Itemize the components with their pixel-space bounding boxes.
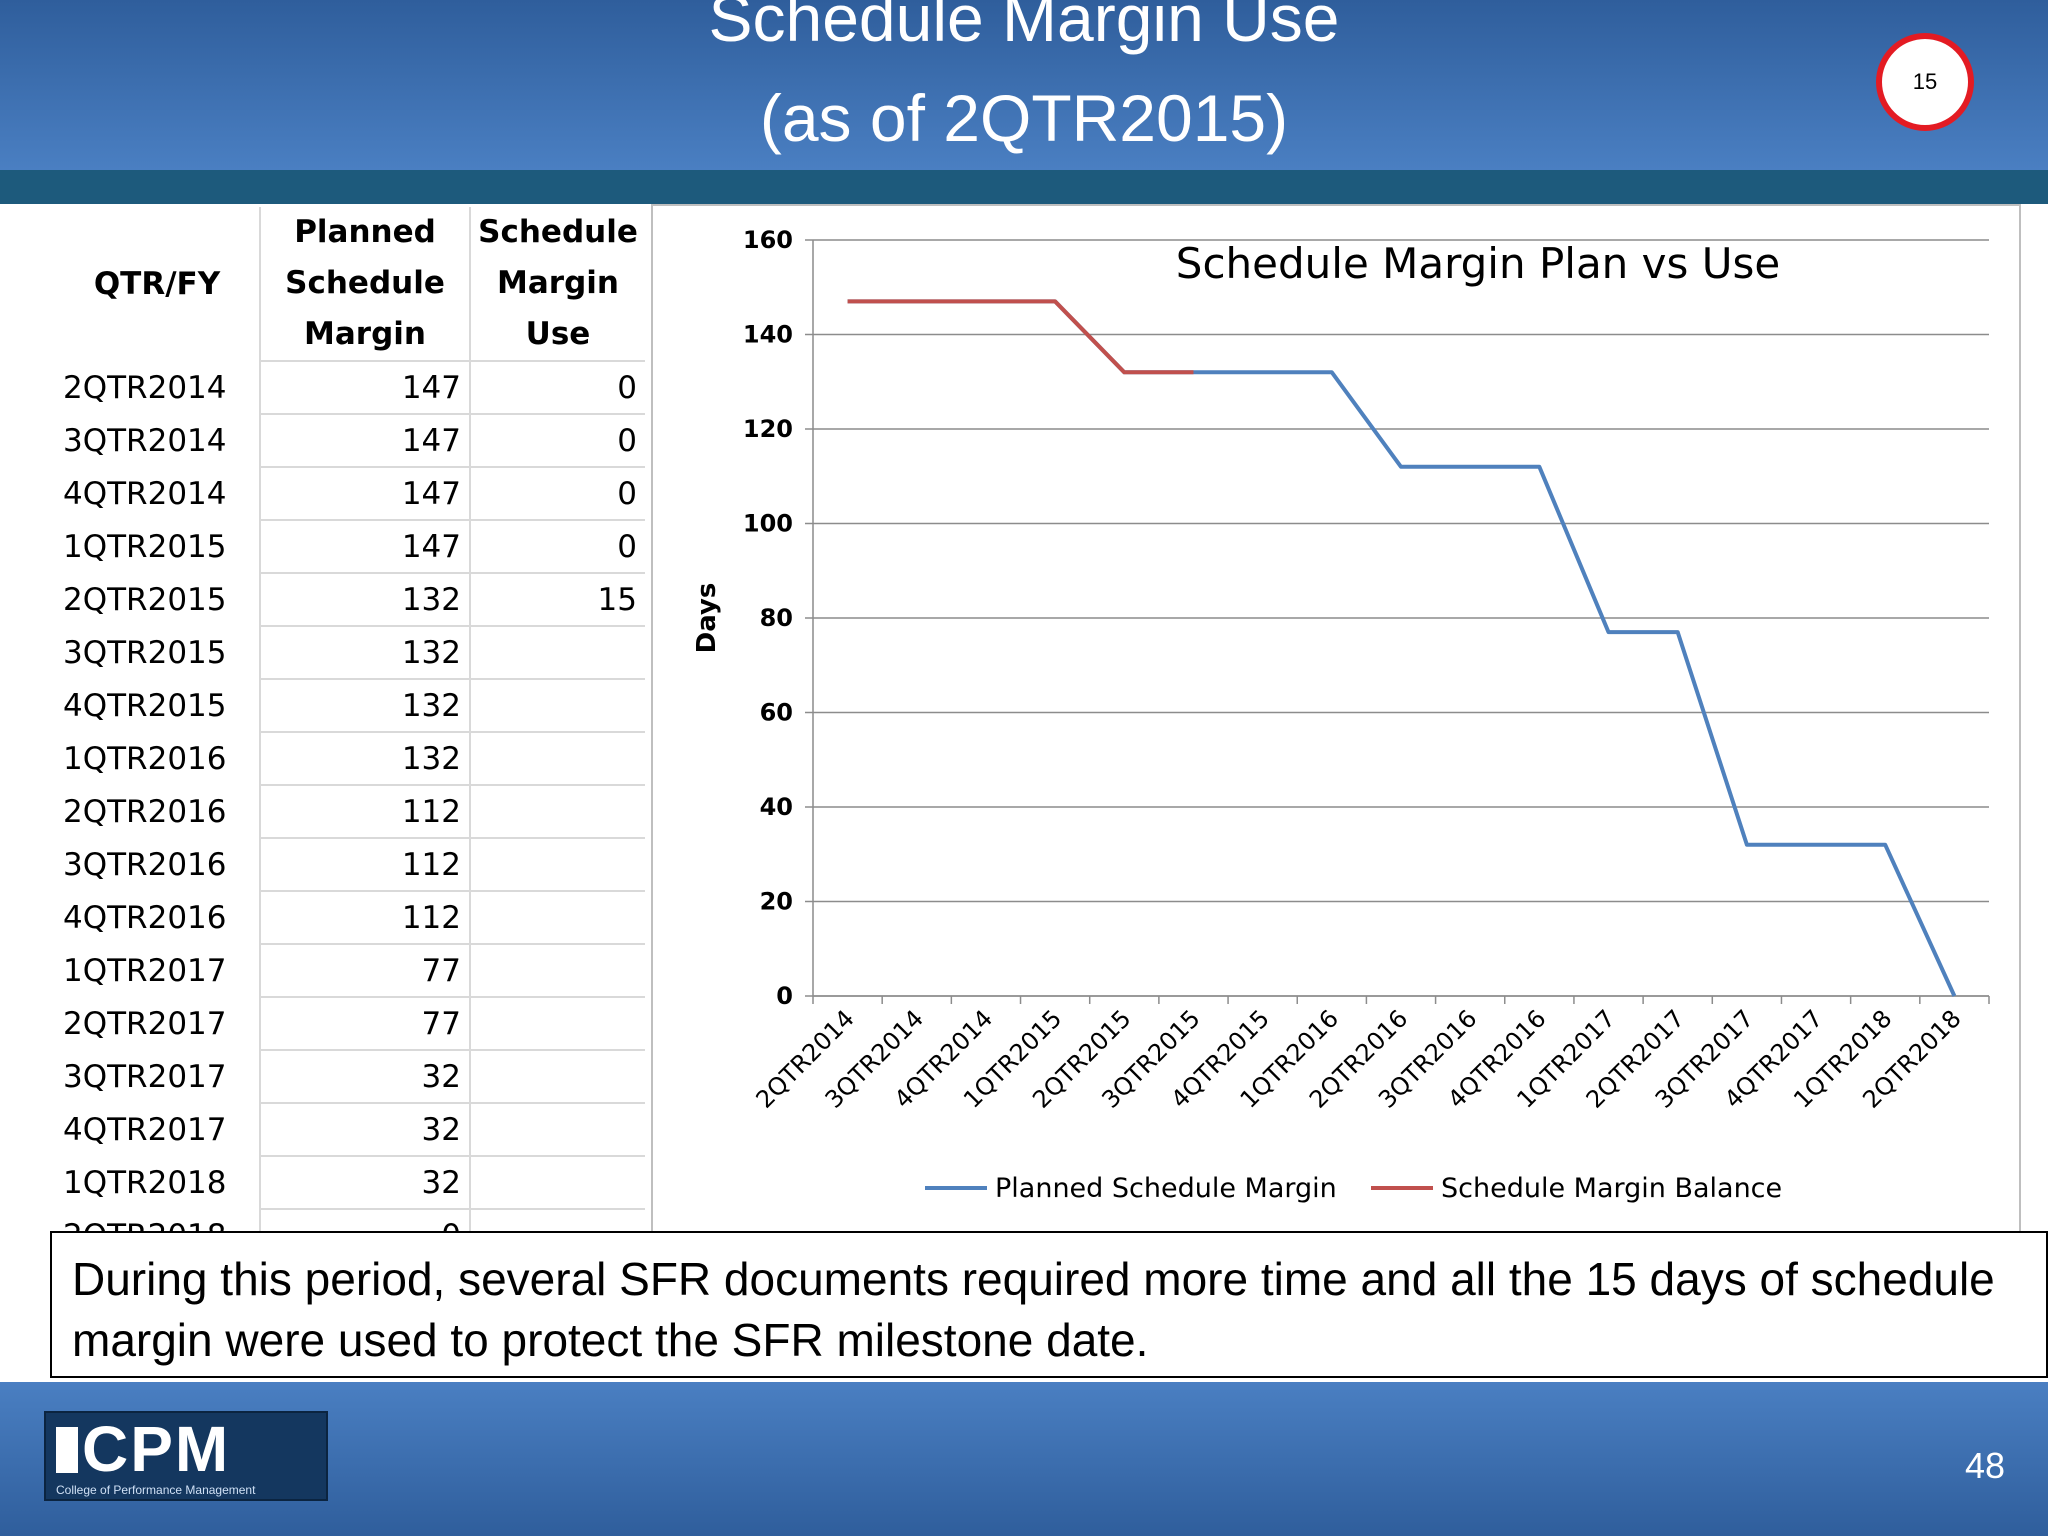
cell-planned: 77 (259, 944, 470, 998)
logo-subtitle: College of Performance Management (56, 1483, 256, 1497)
cell-use (469, 997, 645, 1051)
slide-header (0, 0, 2048, 170)
table-row: 2QTR2017 77 (55, 997, 645, 1051)
cell-qtr: 1QTR2018 (63, 1164, 227, 1201)
cell-use: 0 (469, 520, 645, 574)
logo-mark-icon (56, 1427, 78, 1473)
table-row: 4QTR2014 147 0 (55, 467, 645, 521)
header-qtr-fy: QTR/FY (93, 265, 221, 302)
cell-qtr: 2QTR2017 (63, 1005, 227, 1042)
cell-use (469, 785, 645, 839)
table-body: 2QTR2014 147 0 3QTR2014 147 0 4QTR2014 147 0 1QTR… (55, 361, 645, 1263)
cell-planned: 112 (259, 891, 470, 945)
cell-planned: 132 (259, 573, 470, 627)
y-axis-label: Days (692, 583, 722, 654)
table-row: 2QTR2015 132 15 (55, 573, 645, 627)
cell-planned: 32 (259, 1050, 470, 1104)
table-row: 3QTR2014 147 0 (55, 414, 645, 468)
cell-use (469, 891, 645, 945)
cell-qtr: 2QTR2014 (63, 369, 227, 406)
table-row: 1QTR2018 32 (55, 1156, 645, 1210)
cell-planned: 147 (259, 467, 470, 521)
header-planned-margin: Planned Schedule Margin (259, 207, 470, 362)
header-band (0, 170, 2048, 204)
chart-panel: 0 20 40 60 80 100 120 140 160 2QTR2014 3QTR2014 4QT… (651, 204, 2021, 1236)
table-row: 3QTR2017 32 (55, 1050, 645, 1104)
cell-planned: 147 (259, 414, 470, 468)
cell-use: 0 (469, 467, 645, 521)
y-tick-label: 100 (743, 510, 793, 538)
cell-qtr: 1QTR2016 (63, 740, 227, 777)
cell-qtr: 4QTR2014 (63, 475, 227, 512)
slide-footer (0, 1382, 2048, 1536)
cell-qtr: 3QTR2016 (63, 846, 227, 883)
cell-qtr: 4QTR2015 (63, 687, 227, 724)
series-line-planned (847, 299, 1957, 997)
cell-use: 15 (469, 573, 645, 627)
cell-use (469, 838, 645, 892)
cell-planned: 132 (259, 732, 470, 786)
page-number: 48 (1964, 1445, 2005, 1486)
y-tick-label: 120 (743, 415, 793, 443)
cell-use (469, 1103, 645, 1157)
table-row: 1QTR2015 147 0 (55, 520, 645, 574)
slide-subtitle: (as of 2QTR2015) (759, 81, 1289, 155)
cell-qtr: 1QTR2015 (63, 528, 227, 565)
badge-circle: 15 (1876, 33, 1974, 131)
table-row: 1QTR2017 77 (55, 944, 645, 998)
logo-text: CPM (82, 1413, 231, 1485)
cpm-logo: CPM College of Performance Management (44, 1411, 328, 1501)
cell-planned: 147 (259, 361, 470, 415)
cell-qtr: 4QTR2017 (63, 1111, 227, 1148)
cell-planned: 32 (259, 1103, 470, 1157)
table-row: 4QTR2016 112 (55, 891, 645, 945)
table-row: 3QTR2016 112 (55, 838, 645, 892)
cell-planned: 112 (259, 838, 470, 892)
cell-planned: 112 (259, 785, 470, 839)
cell-use (469, 1156, 645, 1210)
data-table: QTR/FY Planned Schedule Margin Schedule … (55, 207, 645, 1263)
cell-use: 0 (469, 414, 645, 468)
cell-qtr: 3QTR2017 (63, 1058, 227, 1095)
cell-use (469, 626, 645, 680)
cell-use (469, 944, 645, 998)
cell-qtr: 1QTR2017 (63, 952, 227, 989)
cell-planned: 32 (259, 1156, 470, 1210)
cell-planned: 77 (259, 997, 470, 1051)
cell-qtr: 3QTR2014 (63, 422, 227, 459)
chart-title: Schedule Margin Plan vs Use (1176, 239, 1780, 288)
y-tick-label: 80 (760, 604, 793, 632)
cell-qtr: 3QTR2015 (63, 634, 227, 671)
cell-planned: 132 (259, 626, 470, 680)
slide-title: Schedule Margin Use (708, 0, 1340, 55)
cell-qtr: 2QTR2015 (63, 581, 227, 618)
cell-planned: 147 (259, 520, 470, 574)
y-tick-label: 60 (760, 699, 793, 727)
y-tick-label: 140 (743, 321, 793, 349)
note-box: During this period, several SFR document… (50, 1231, 2048, 1378)
cell-planned: 132 (259, 679, 470, 733)
y-tick-label: 160 (743, 226, 793, 254)
cell-qtr: 2QTR2016 (63, 793, 227, 830)
y-tick-label: 20 (760, 888, 793, 916)
legend-label: Schedule Margin Balance (1441, 1173, 1782, 1204)
cell-qtr: 4QTR2016 (63, 899, 227, 936)
cell-use (469, 1050, 645, 1104)
y-tick-label: 0 (776, 982, 793, 1010)
table-header-row: QTR/FY Planned Schedule Margin Schedule … (55, 207, 645, 362)
header-margin-use: Schedule Margin Use (469, 207, 645, 362)
legend-label: Planned Schedule Margin (995, 1173, 1337, 1204)
table-row: 1QTR2016 132 (55, 732, 645, 786)
table-row: 2QTR2014 147 0 (55, 361, 645, 415)
table-row: 2QTR2016 112 (55, 785, 645, 839)
cell-use: 0 (469, 361, 645, 415)
table-row: 4QTR2015 132 (55, 679, 645, 733)
cell-use (469, 679, 645, 733)
table-row: 3QTR2015 132 (55, 626, 645, 680)
table-row: 4QTR2017 32 (55, 1103, 645, 1157)
line-chart: 0204060801001201401602QTR20143QTR20144QT… (692, 226, 1990, 1204)
cell-use (469, 732, 645, 786)
series-line-balance (847, 299, 1194, 375)
y-tick-label: 40 (760, 793, 793, 821)
